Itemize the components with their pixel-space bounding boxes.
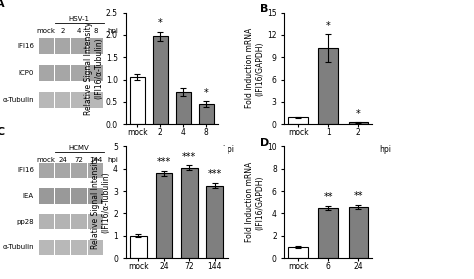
Bar [319,48,338,124]
Text: IFI16: IFI16 [17,42,34,49]
Text: *: * [158,18,163,28]
Bar [181,168,198,258]
Y-axis label: Relative Signal Intensity
(IFI16/α-Tubulin): Relative Signal Intensity (IFI16/α-Tubul… [84,22,103,115]
Bar [176,92,191,124]
Bar [88,188,103,204]
Text: 24: 24 [58,157,67,163]
Text: B: B [260,4,268,14]
Text: IFI16: IFI16 [17,167,34,173]
Bar [153,36,168,124]
Bar [348,122,368,124]
Bar [55,92,71,107]
Text: *: * [326,21,331,31]
Text: *: * [204,88,209,98]
Bar [39,92,54,107]
Text: **: ** [323,192,333,202]
Bar [39,38,54,54]
Y-axis label: Relative Signal Intensity
(IFI16/α-Tubulin): Relative Signal Intensity (IFI16/α-Tubul… [91,156,110,249]
Text: **: ** [354,191,363,201]
Bar [130,77,145,124]
Bar [72,64,87,81]
Bar [72,38,87,54]
Bar [88,214,103,229]
Bar [55,64,71,81]
Bar [39,64,54,81]
Text: hpi: hpi [107,157,118,163]
Text: mock: mock [37,28,56,34]
Bar [288,117,308,124]
Text: hpi: hpi [107,28,118,34]
Text: hpi: hpi [379,145,392,154]
Text: HSV-1: HSV-1 [172,167,195,175]
Bar [72,163,87,178]
Text: ICP0: ICP0 [18,69,34,76]
Text: HSV-1: HSV-1 [69,16,90,22]
Bar [72,214,87,229]
Bar [206,186,223,258]
Bar [72,240,87,255]
Bar [88,240,103,255]
Text: 72: 72 [75,157,83,163]
Bar [88,38,103,54]
Bar [55,214,71,229]
Bar [72,92,87,107]
Bar [39,214,54,229]
Text: D: D [260,138,269,148]
Bar [348,207,368,258]
Y-axis label: Fold Induction mRNA
(IFI16/GAPDH): Fold Induction mRNA (IFI16/GAPDH) [245,162,264,242]
Bar [39,240,54,255]
Bar [155,173,172,258]
Text: mock: mock [37,157,56,163]
Text: ***: *** [208,169,222,179]
Text: C: C [0,127,5,137]
Text: hpi: hpi [222,145,235,154]
Bar [55,188,71,204]
Text: 2: 2 [61,28,65,34]
Text: A: A [0,0,5,9]
Text: pp28: pp28 [16,219,34,225]
Text: IEA: IEA [23,193,34,199]
Bar [55,38,71,54]
Bar [55,163,71,178]
Bar [39,188,54,204]
Text: 144: 144 [89,157,102,163]
Text: HCMV: HCMV [69,145,90,151]
Bar [55,240,71,255]
Bar [88,64,103,81]
Text: 8: 8 [93,28,98,34]
Text: α-Tubulin: α-Tubulin [2,97,34,103]
Text: ***: *** [182,152,196,162]
Text: 4: 4 [77,28,82,34]
Bar [130,236,147,258]
Bar [72,188,87,204]
Y-axis label: Fold Induction mRNA
(IFI16/GAPDH): Fold Induction mRNA (IFI16/GAPDH) [245,28,264,109]
Bar [39,163,54,178]
Bar [88,163,103,178]
Text: *: * [356,109,361,119]
Bar [288,247,308,258]
Text: ***: *** [157,157,171,167]
Text: HSV-1: HSV-1 [332,167,355,175]
Bar [88,92,103,107]
Text: α-Tubulin: α-Tubulin [2,244,34,250]
Bar [199,104,214,124]
Bar [319,208,338,258]
